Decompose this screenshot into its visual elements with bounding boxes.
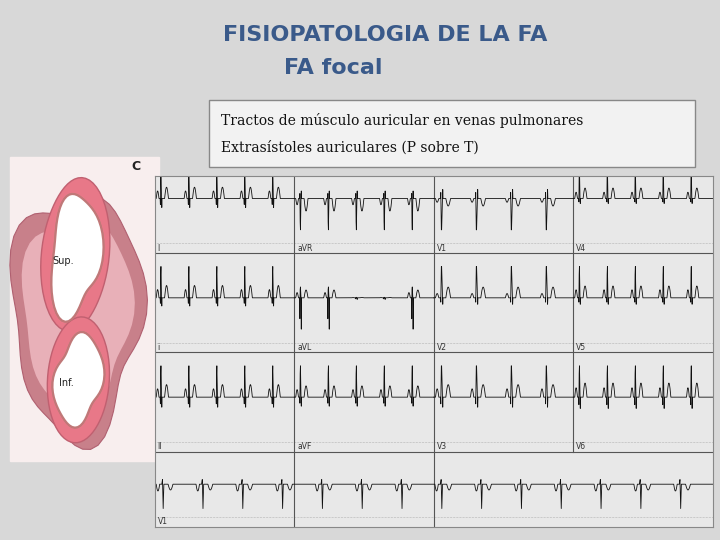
- Text: C: C: [131, 160, 140, 173]
- Polygon shape: [51, 194, 104, 322]
- Polygon shape: [53, 332, 104, 428]
- Text: II: II: [158, 442, 162, 451]
- Text: V1: V1: [436, 244, 446, 253]
- Text: V3: V3: [436, 442, 446, 451]
- Text: Extrasístoles auriculares (P sobre T): Extrasístoles auriculares (P sobre T): [221, 140, 479, 154]
- Polygon shape: [22, 219, 135, 423]
- Text: V5: V5: [576, 343, 586, 352]
- Polygon shape: [53, 332, 104, 428]
- Text: aVF: aVF: [297, 442, 312, 451]
- FancyBboxPatch shape: [209, 100, 695, 167]
- Text: i: i: [158, 343, 160, 352]
- Polygon shape: [10, 197, 148, 449]
- Text: V4: V4: [576, 244, 586, 253]
- Text: V6: V6: [576, 442, 586, 451]
- Polygon shape: [51, 194, 104, 322]
- Text: Inf.: Inf.: [58, 378, 73, 388]
- Text: aVR: aVR: [297, 244, 312, 253]
- Text: V1: V1: [158, 517, 168, 526]
- Text: FISIOPATOLOGIA DE LA FA: FISIOPATOLOGIA DE LA FA: [223, 25, 548, 45]
- Text: I: I: [158, 244, 160, 253]
- Polygon shape: [48, 317, 109, 443]
- Text: V2: V2: [436, 343, 446, 352]
- Polygon shape: [41, 178, 110, 332]
- Text: aVL: aVL: [297, 343, 311, 352]
- Text: Sup.: Sup.: [52, 256, 73, 266]
- Text: Tractos de músculo auricular en venas pulmonares: Tractos de músculo auricular en venas pu…: [221, 113, 583, 128]
- Text: FA focal: FA focal: [284, 57, 383, 78]
